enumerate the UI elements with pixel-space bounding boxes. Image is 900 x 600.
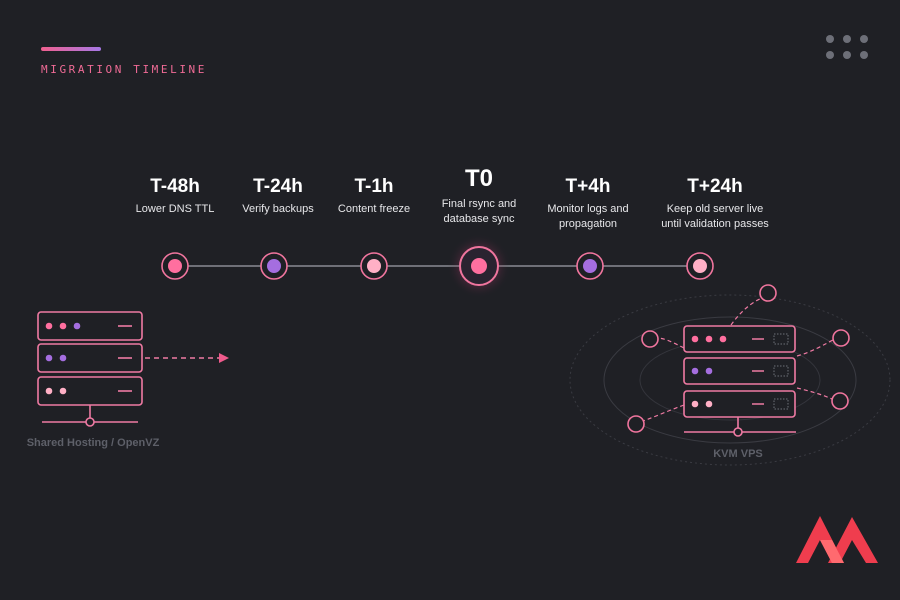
- vps-orbit-rings: [569, 294, 891, 466]
- target-server-leds: [691, 335, 764, 408]
- source-server-stack-icon: [37, 311, 143, 427]
- brand-logo-icon: [796, 516, 878, 563]
- timeline-node-t-1h[interactable]: [360, 252, 388, 280]
- step-time: T-48h: [150, 176, 200, 197]
- more-dots-icon[interactable]: [826, 35, 870, 63]
- timeline-node-t-24h[interactable]: [260, 252, 288, 280]
- source-server-leds: [45, 322, 81, 395]
- step-description: Content freeze: [337, 203, 411, 215]
- target-server-caption: KVM VPS: [713, 448, 763, 460]
- migration-arrow: [145, 353, 229, 363]
- step-time: T+24h: [687, 176, 743, 197]
- accent-bar: [41, 47, 101, 51]
- step-description: Verify backups: [242, 203, 314, 215]
- target-server-vents: [773, 333, 789, 410]
- timeline-step-t-1h: T-1h Content freeze: [338, 176, 410, 217]
- step-time: T0: [464, 165, 493, 192]
- timeline-node-t-plus-4h[interactable]: [576, 252, 604, 280]
- timeline-node-t-plus-24h[interactable]: [686, 252, 714, 280]
- source-server-caption: Shared Hosting / OpenVZ: [26, 437, 160, 449]
- step-description: Lower DNS TTL: [135, 203, 215, 215]
- step-time: T-24h: [253, 176, 303, 197]
- target-server-stack-icon: [683, 325, 796, 437]
- step-description: Monitor logs and propagation: [547, 203, 629, 230]
- step-time: T-1h: [354, 176, 394, 197]
- timeline-step-t-24h: T-24h Verify backups: [242, 176, 314, 217]
- step-description: Keep old server live until validation pa…: [661, 203, 769, 230]
- section-title: MIGRATION TIMELINE: [41, 63, 208, 76]
- step-time: T+4h: [565, 176, 611, 197]
- vps-satellite-nodes: [627, 284, 850, 433]
- timeline-node-t-48h[interactable]: [161, 252, 189, 280]
- timeline-step-t-plus-24h: T+24h Keep old server live until validat…: [661, 176, 769, 232]
- step-description: Final rsync and database sync: [441, 198, 517, 225]
- timeline-step-t-plus-4h: T+4h Monitor logs and propagation: [547, 176, 628, 232]
- timeline-node-t0[interactable]: [447, 234, 511, 298]
- timeline-step-t-48h: T-48h Lower DNS TTL: [136, 176, 215, 217]
- timeline-step-t0: T0 Final rsync and database sync: [442, 165, 517, 227]
